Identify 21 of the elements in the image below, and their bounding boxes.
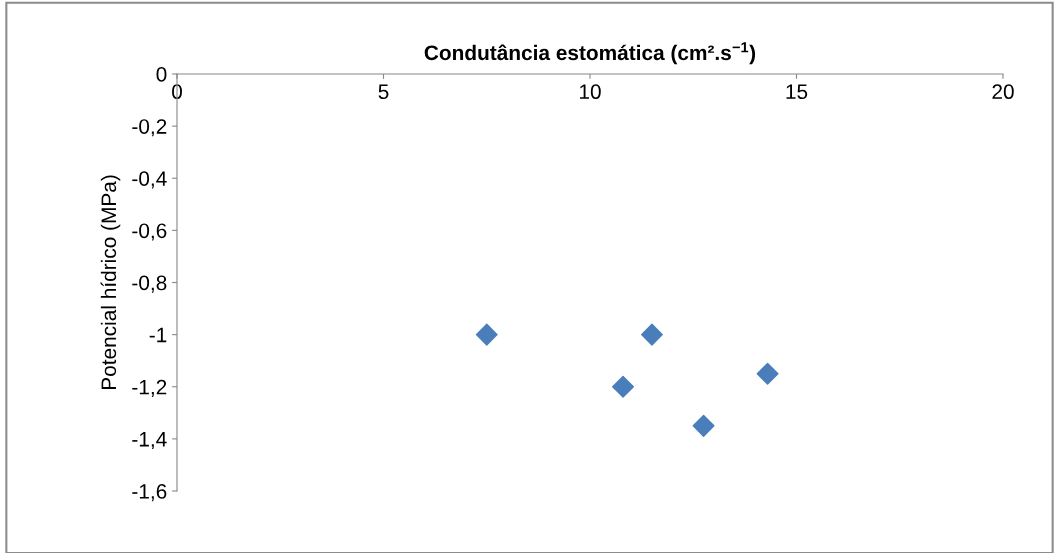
x-tick-label: 20 — [992, 84, 1014, 100]
point — [692, 414, 715, 437]
x-tick-label: 5 — [378, 84, 389, 100]
point — [756, 362, 779, 385]
x-tick-label: 15 — [786, 84, 808, 100]
y-tick-label: -0,6 — [132, 223, 167, 241]
y-tick-label: 0 — [156, 67, 167, 82]
y-axis-title: Potencial hídrico (MPa) — [100, 175, 121, 390]
y-tick-label: -1,4 — [132, 432, 167, 450]
x-tick-label: 10 — [580, 84, 601, 100]
y-tick-label: -1,6 — [132, 484, 167, 502]
y-tick-label: -1,2 — [132, 379, 167, 397]
point — [475, 323, 498, 346]
x-tick-label: 0 — [172, 84, 182, 100]
point — [640, 323, 663, 346]
point — [612, 375, 635, 398]
x-axis-title: Condutância estomática (cm².s$^{−1}$) — [424, 42, 756, 65]
y-tick-label: -0,4 — [132, 171, 167, 189]
y-tick-label: -0,8 — [132, 275, 167, 293]
y-tick-label: -0,2 — [132, 119, 167, 137]
y-tick-label: -1 — [149, 327, 167, 343]
